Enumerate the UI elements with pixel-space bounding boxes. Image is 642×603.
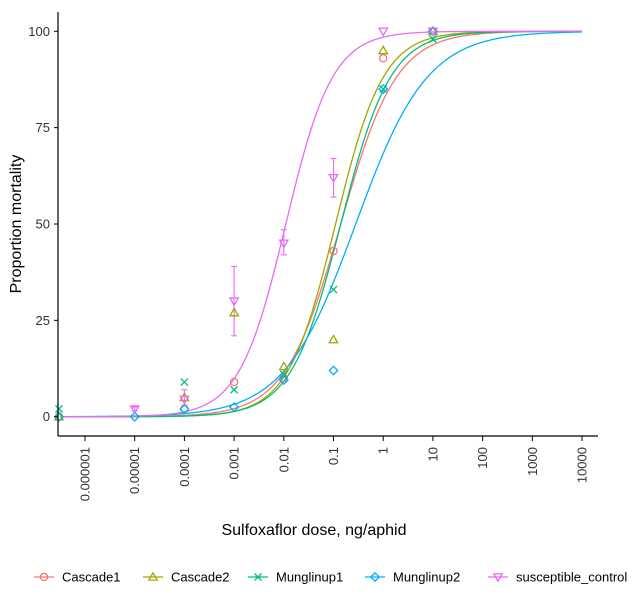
legend-item-Cascade2: Cascade2 bbox=[143, 570, 230, 585]
data-point-Cascade2 bbox=[278, 361, 290, 371]
x-ticks: 0.000001 0.00001 0.0001 0.001 0.01 0.1 1 10 100 1… bbox=[77, 436, 590, 501]
x-tick-label: 0.0001 bbox=[177, 447, 192, 487]
x-tick-label: 100 bbox=[475, 447, 490, 469]
x-tick-label: 1000 bbox=[525, 447, 540, 476]
data-point-Cascade1 bbox=[229, 377, 239, 387]
data-point-susceptible_control bbox=[377, 27, 389, 37]
data-point-Munglinup2 bbox=[328, 365, 339, 376]
data-point-Munglinup2 bbox=[53, 411, 65, 422]
data-point-Munglinup1 bbox=[55, 405, 63, 413]
x-tick-label: 0.000001 bbox=[77, 447, 92, 501]
error-bar bbox=[280, 229, 287, 256]
x-tick-label: 10 bbox=[425, 447, 440, 461]
data-point-Cascade2 bbox=[179, 391, 190, 402]
y-ticks: 0 25 50 75 100 bbox=[28, 24, 58, 424]
x-tick-label: 0.00001 bbox=[127, 447, 142, 494]
y-tick-label: 50 bbox=[36, 217, 50, 232]
fit-curve-susceptible_control bbox=[60, 30, 583, 418]
data-point-Cascade1 bbox=[329, 246, 338, 256]
data-point-Munglinup1 bbox=[428, 35, 437, 43]
legend-label: Munglinup2 bbox=[393, 570, 460, 585]
data-point-Munglinup1 bbox=[230, 385, 239, 394]
error-bars bbox=[131, 157, 337, 412]
legend-item-Munglinup2: Munglinup2 bbox=[365, 570, 460, 585]
legend-label: Cascade1 bbox=[62, 570, 121, 585]
data-point-Munglinup2 bbox=[278, 374, 289, 386]
legend-label: Munglinup1 bbox=[276, 570, 343, 585]
data-point-Munglinup2 bbox=[228, 401, 240, 413]
data-point-Cascade2 bbox=[377, 45, 389, 55]
data-point-Munglinup1 bbox=[329, 285, 338, 294]
legend-marker bbox=[492, 573, 504, 583]
data-point-Cascade1 bbox=[378, 54, 388, 63]
data-point-susceptible_control bbox=[328, 173, 339, 184]
x-tick-label: 1 bbox=[376, 447, 391, 454]
x-axis-title: Sulfoxaflor dose, ng/aphid bbox=[221, 522, 406, 539]
data-point-Munglinup2 bbox=[378, 83, 389, 95]
data-point-susceptible_control bbox=[427, 27, 439, 37]
legend-label: susceptible_control bbox=[516, 570, 627, 585]
error-bar bbox=[330, 157, 337, 198]
data-point-Munglinup1 bbox=[180, 378, 189, 386]
legend-marker bbox=[147, 571, 159, 581]
legend-label: Cascade2 bbox=[171, 570, 230, 585]
data-point-Cascade2 bbox=[228, 307, 240, 317]
data-point-Cascade2 bbox=[53, 411, 65, 421]
legend-item-Cascade1: Cascade1 bbox=[34, 570, 121, 585]
y-tick-label: 100 bbox=[28, 24, 50, 39]
data-point-Cascade2 bbox=[328, 334, 339, 344]
data-point-Munglinup2 bbox=[179, 403, 190, 415]
fitted-curves bbox=[60, 30, 583, 418]
error-bar bbox=[231, 265, 238, 337]
x-tick-label: 0.001 bbox=[227, 447, 242, 480]
legend: Cascade1 Cascade2 Munglinup1 Munglinup2 susc… bbox=[34, 570, 627, 585]
x-tick-label: 0.1 bbox=[326, 447, 341, 465]
x-tick-label: 0.01 bbox=[276, 447, 291, 472]
legend-item-Munglinup1: Munglinup1 bbox=[248, 570, 343, 585]
y-tick-label: 0 bbox=[43, 409, 50, 424]
legend-marker bbox=[369, 571, 381, 583]
data-point-susceptible_control bbox=[278, 239, 290, 249]
data-point-Munglinup1 bbox=[279, 370, 288, 379]
legend-marker bbox=[39, 572, 49, 582]
legend-marker bbox=[254, 573, 262, 581]
fit-curve-Munglinup1 bbox=[60, 30, 583, 418]
y-axis-title: Proportion mortality bbox=[8, 155, 25, 294]
axes bbox=[57, 12, 598, 437]
y-tick-label: 75 bbox=[36, 120, 50, 135]
data-points bbox=[53, 25, 439, 422]
y-tick-label: 25 bbox=[36, 313, 50, 328]
fit-curve-Cascade1 bbox=[60, 30, 583, 418]
data-point-susceptible_control bbox=[228, 297, 240, 307]
legend-item-susceptible_control: susceptible_control bbox=[488, 570, 627, 585]
fit-curve-Munglinup2 bbox=[60, 31, 583, 418]
data-point-susceptible_control bbox=[129, 405, 141, 415]
x-tick-label: 10000 bbox=[575, 447, 590, 483]
fit-curve-Cascade2 bbox=[60, 30, 583, 418]
data-point-Munglinup2 bbox=[129, 411, 140, 422]
data-point-susceptible_control bbox=[179, 395, 190, 405]
